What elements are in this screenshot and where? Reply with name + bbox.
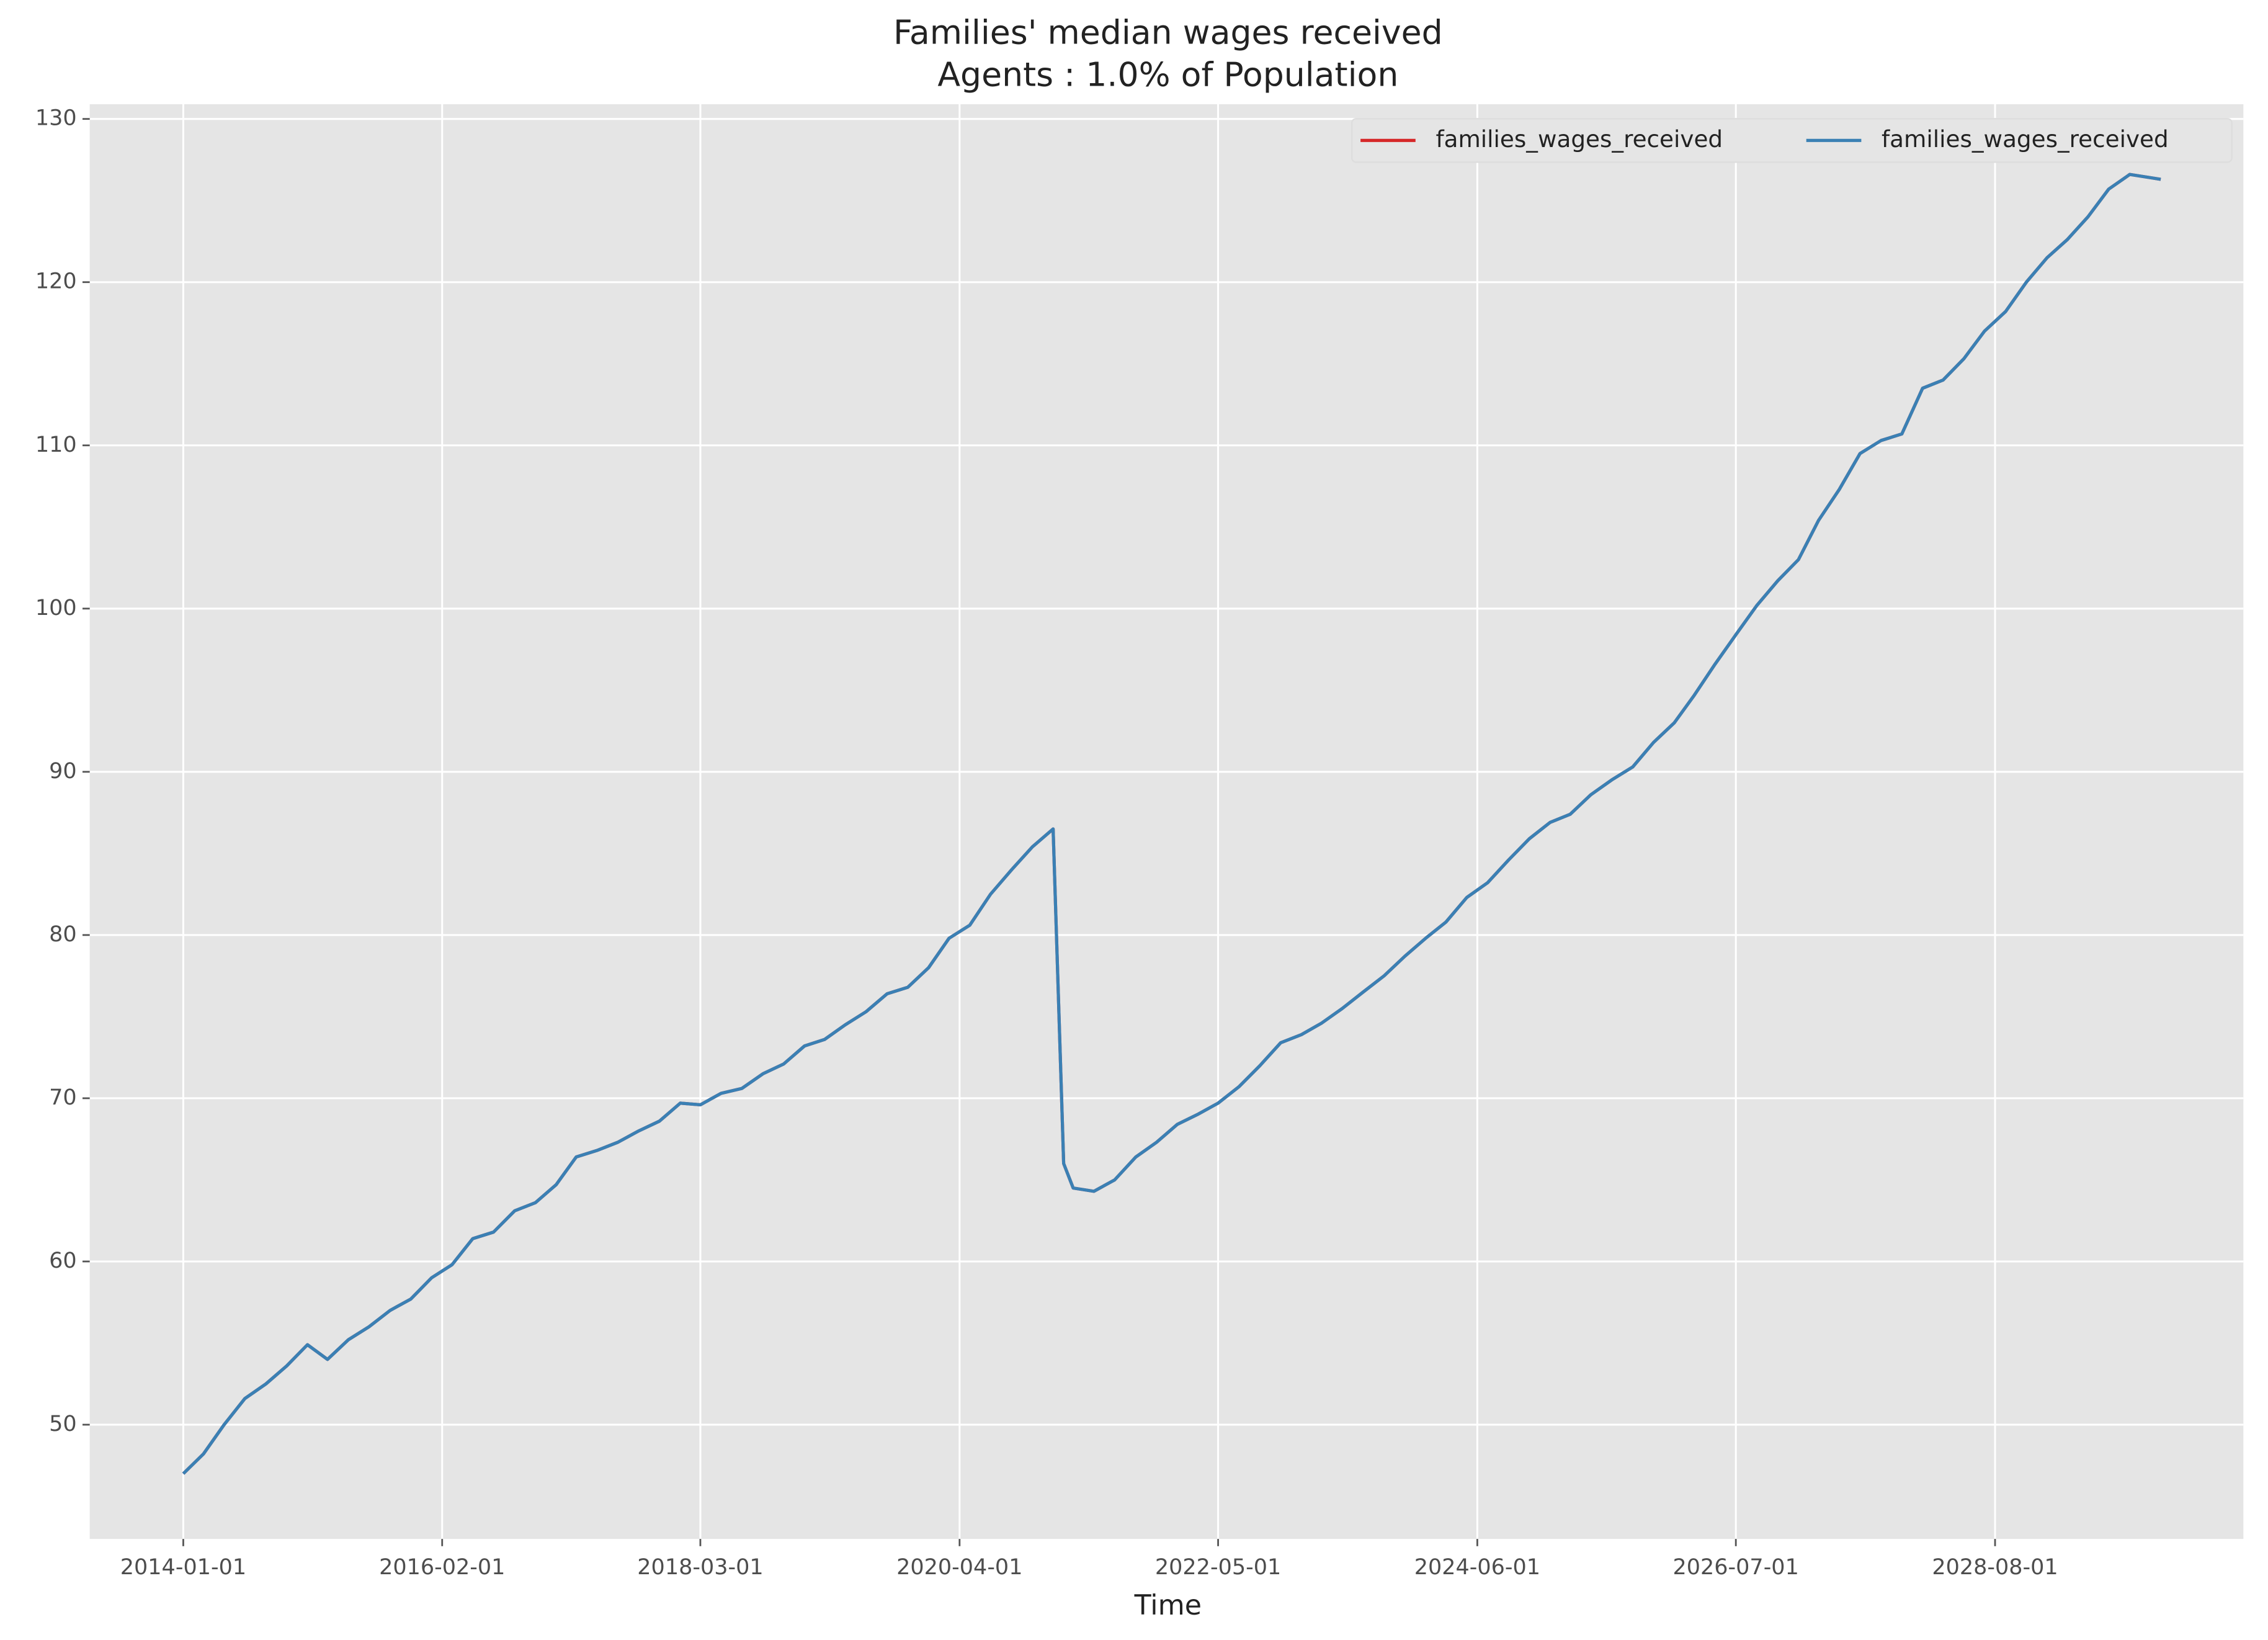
x-tick-label: 2022-05-01	[1155, 1555, 1281, 1580]
x-tick-label: 2026-07-01	[1673, 1555, 1799, 1580]
x-tick-label: 2016-02-01	[379, 1555, 505, 1580]
x-tick-label: 2020-04-01	[896, 1555, 1022, 1580]
y-tick-label: 50	[49, 1412, 77, 1436]
y-tick-label: 80	[49, 922, 77, 947]
y-tick-label: 100	[35, 596, 77, 621]
legend-label: families_wages_received	[1435, 125, 1723, 153]
y-tick-label: 110	[35, 432, 77, 457]
x-tick-label: 2028-08-01	[1932, 1555, 2058, 1580]
chart-subtitle: Agents : 1.0% of Population	[937, 55, 1398, 94]
plot-background	[89, 104, 2244, 1539]
x-tick-label: 2024-06-01	[1414, 1555, 1540, 1580]
y-tick-label: 90	[49, 759, 77, 784]
legend-box	[1351, 118, 2233, 163]
x-tick-label: 2018-03-01	[637, 1555, 763, 1580]
legend-label: families_wages_received	[1882, 125, 2169, 153]
y-tick-label: 120	[35, 269, 77, 294]
chart-title: Families' median wages received	[893, 13, 1443, 52]
data-line	[182, 173, 2161, 1475]
x-axis-label: Time	[1134, 1590, 1202, 1621]
y-tick-label: 70	[49, 1085, 77, 1110]
x-tick-label: 2014-01-01	[120, 1555, 246, 1580]
y-tick-label: 60	[49, 1248, 77, 1273]
y-tick-label: 130	[35, 106, 77, 131]
